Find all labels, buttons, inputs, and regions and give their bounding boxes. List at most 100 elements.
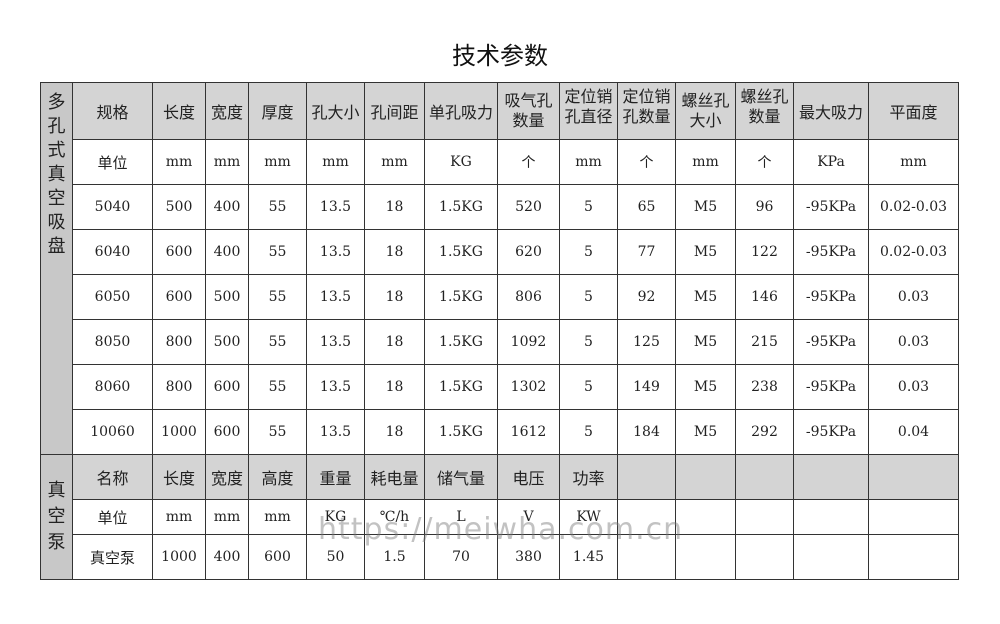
data-cell: 5 xyxy=(559,319,618,365)
column-header: 孔间距 xyxy=(364,82,425,140)
data-cell: 65 xyxy=(617,184,676,230)
column-header: 长度 xyxy=(152,82,206,140)
data-cell: 122 xyxy=(735,229,794,275)
data-cell: 13.5 xyxy=(306,409,365,455)
data-cell: 18 xyxy=(364,229,425,275)
empty-cell xyxy=(675,454,736,500)
data-cell: 13.5 xyxy=(306,364,365,410)
column-header: 规格 xyxy=(72,82,153,140)
data-cell: 600 xyxy=(205,364,249,410)
data-cell: 1612 xyxy=(497,409,560,455)
data-cell: 520 xyxy=(497,184,560,230)
data-cell: 0.03 xyxy=(868,274,959,320)
data-cell: 380 xyxy=(497,534,560,580)
data-cell: 1.5KG xyxy=(424,229,498,275)
data-cell: 8060 xyxy=(72,364,153,410)
table-row: 8050 800 500 55 13.5 18 1.5KG 1092 5 125 M5 215 -95K… xyxy=(41,319,959,365)
data-cell: 18 xyxy=(364,409,425,455)
data-cell: -95KPa xyxy=(793,274,869,320)
empty-cell xyxy=(617,534,676,580)
data-cell: 1.5KG xyxy=(424,409,498,455)
data-cell: -95KPa xyxy=(793,229,869,275)
data-cell: M5 xyxy=(675,364,736,410)
unit-cell: mm xyxy=(364,139,425,185)
data-cell: 184 xyxy=(617,409,676,455)
empty-cell xyxy=(735,499,794,535)
column-header: 名称 xyxy=(72,454,153,500)
column-header: 功率 xyxy=(559,454,618,500)
column-header: 单孔吸力 xyxy=(424,82,498,140)
unit-cell: 个 xyxy=(617,139,676,185)
data-cell: 620 xyxy=(497,229,560,275)
table-row: 8060 800 600 55 13.5 18 1.5KG 1302 5 149 M5 238 -95K… xyxy=(41,364,959,410)
column-header-text: 定位销孔直径 xyxy=(564,87,613,126)
empty-cell xyxy=(868,534,959,580)
data-cell: 1.5KG xyxy=(424,364,498,410)
data-cell: 5 xyxy=(559,364,618,410)
column-header: 电压 xyxy=(497,454,560,500)
data-cell: 500 xyxy=(205,274,249,320)
data-cell: 1.5KG xyxy=(424,274,498,320)
unit-cell: mm xyxy=(868,139,959,185)
data-cell: 600 xyxy=(205,409,249,455)
data-cell: 400 xyxy=(205,534,249,580)
spec-table: 多孔式真空吸盘 规格 长度 宽度 厚度 孔大小 孔间距 单孔吸力 吸气孔数量 定位销孔直径 定位销孔… xyxy=(40,82,959,580)
data-cell: 500 xyxy=(205,319,249,365)
data-cell: M5 xyxy=(675,319,736,365)
data-cell: 92 xyxy=(617,274,676,320)
data-cell: 5 xyxy=(559,409,618,455)
data-cell: 1.5 xyxy=(364,534,425,580)
data-cell: M5 xyxy=(675,274,736,320)
data-cell: 600 xyxy=(152,229,206,275)
data-cell: 50 xyxy=(306,534,365,580)
table-row: 5040 500 400 55 13.5 18 1.5KG 520 5 65 M5 96 -95KPa 0… xyxy=(41,184,959,230)
data-cell: 6040 xyxy=(72,229,153,275)
data-cell: 13.5 xyxy=(306,319,365,365)
data-cell: 96 xyxy=(735,184,794,230)
data-cell: 600 xyxy=(248,534,307,580)
data-cell: 1.5KG xyxy=(424,184,498,230)
unit-cell: 单位 xyxy=(72,139,153,185)
data-cell: 0.02-0.03 xyxy=(868,184,959,230)
table-row: 多孔式真空吸盘 规格 长度 宽度 厚度 孔大小 孔间距 单孔吸力 吸气孔数量 定位销孔直径 定位销孔… xyxy=(40,82,959,455)
column-header: 定位销孔直径 xyxy=(559,82,618,140)
data-cell: 5 xyxy=(559,184,618,230)
data-cell: 18 xyxy=(364,184,425,230)
data-cell: 1.5KG xyxy=(424,319,498,365)
data-cell: 215 xyxy=(735,319,794,365)
empty-cell xyxy=(675,534,736,580)
data-cell: 806 xyxy=(497,274,560,320)
table-row: 10060 1000 600 55 13.5 18 1.5KG 1612 5 184 M5 292 -9… xyxy=(41,409,959,455)
empty-cell xyxy=(868,499,959,535)
column-header-text: 定位销孔数量 xyxy=(622,87,671,126)
empty-cell xyxy=(735,534,794,580)
data-cell: -95KPa xyxy=(793,364,869,410)
data-cell: 55 xyxy=(248,409,307,455)
unit-cell: KG xyxy=(424,139,498,185)
empty-cell xyxy=(675,499,736,535)
unit-cell: mm xyxy=(152,139,206,185)
data-cell: 55 xyxy=(248,319,307,365)
column-header: 储气量 xyxy=(424,454,498,500)
data-cell: -95KPa xyxy=(793,409,869,455)
unit-cell: mm xyxy=(205,499,249,535)
unit-cell: mm xyxy=(675,139,736,185)
data-cell: 600 xyxy=(152,274,206,320)
empty-cell xyxy=(793,499,869,535)
data-cell: 真空泵 xyxy=(72,534,153,580)
column-header: 螺丝孔大小 xyxy=(675,82,736,140)
unit-cell: mm xyxy=(248,499,307,535)
data-cell: 13.5 xyxy=(306,184,365,230)
column-header: 定位销孔数量 xyxy=(617,82,676,140)
column-header: 孔大小 xyxy=(306,82,365,140)
unit-cell: mm xyxy=(248,139,307,185)
data-cell: 77 xyxy=(617,229,676,275)
column-header: 吸气孔数量 xyxy=(497,82,560,140)
data-cell: 1302 xyxy=(497,364,560,410)
column-header: 平面度 xyxy=(868,82,959,140)
data-cell: 1000 xyxy=(152,409,206,455)
table-row: 单位 mm mm mm KG ℃/h L V KW xyxy=(41,499,959,535)
data-cell: 0.03 xyxy=(868,319,959,365)
data-cell: 292 xyxy=(735,409,794,455)
unit-cell: 个 xyxy=(735,139,794,185)
